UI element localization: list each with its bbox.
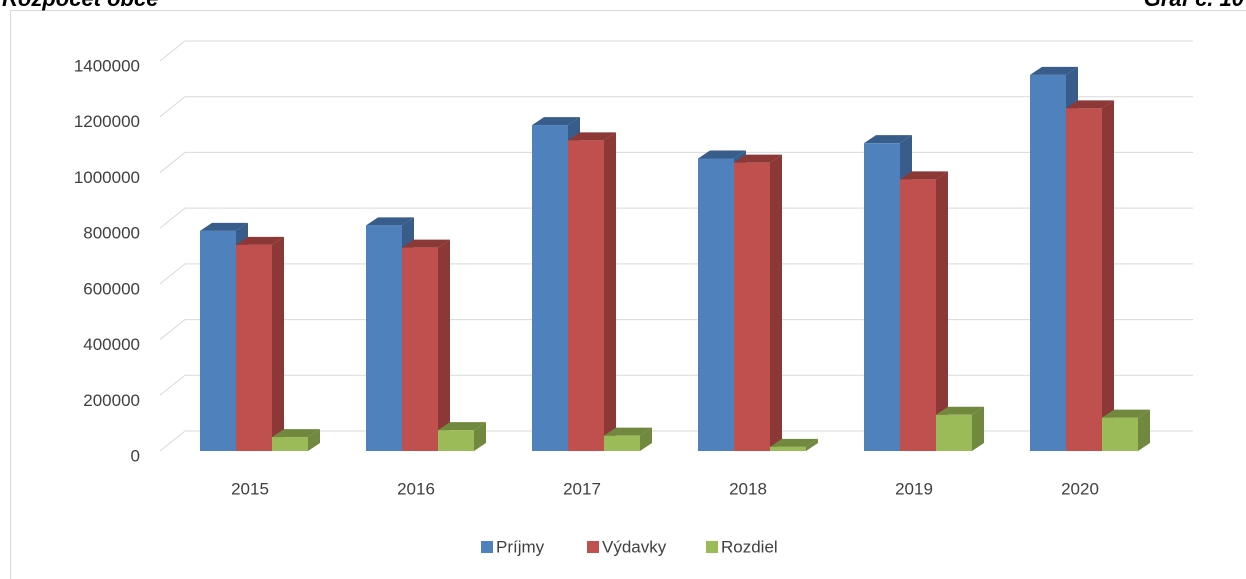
bar-side (1102, 100, 1114, 451)
bar (568, 132, 616, 451)
y-tick-label: 0 (131, 446, 140, 465)
bar-top (1030, 66, 1078, 75)
y-tick-label: 1400000 (74, 56, 140, 75)
legend-label: Rozdiel (721, 537, 778, 556)
bar-top (936, 406, 984, 415)
bar-side (806, 438, 818, 451)
bar-front (200, 230, 236, 451)
bar-top (864, 135, 912, 144)
bar-side (640, 427, 652, 451)
bar-top (366, 217, 414, 226)
bar-top (438, 422, 486, 431)
bar-top (604, 427, 652, 436)
x-tick-label: 2015 (231, 479, 269, 498)
bar-side (308, 429, 320, 451)
bar-front (438, 430, 474, 451)
bar-top (1066, 100, 1114, 109)
header-band (0, 0, 1246, 10)
bar-front (568, 140, 604, 451)
bar (734, 154, 782, 451)
y-tick-label: 1000000 (74, 168, 140, 187)
bar (1066, 100, 1114, 451)
bar-side (936, 171, 948, 451)
legend-swatch (481, 541, 493, 553)
bar-side (474, 422, 486, 451)
header-left: Rozpočet obce (2, 0, 158, 11)
bar-front (1030, 74, 1066, 451)
bar-front (236, 244, 272, 451)
legend-label: Príjmy (496, 537, 545, 556)
bar (770, 438, 818, 451)
bar-front (532, 125, 568, 452)
bar-side (438, 239, 450, 451)
bar-top (532, 117, 580, 126)
y-tick-label: 800000 (83, 224, 140, 243)
bar-front (900, 179, 936, 451)
bar-front (272, 437, 308, 451)
bar-front (1102, 417, 1138, 451)
grid-line (159, 40, 1193, 62)
bar (438, 422, 486, 451)
bar-side (604, 132, 616, 451)
bar (272, 429, 320, 451)
legend-swatch (706, 541, 718, 553)
bar-top (402, 239, 450, 248)
bar-front (604, 435, 640, 451)
bar-side (1138, 409, 1150, 451)
bar-top (568, 132, 616, 141)
bar-side (770, 154, 782, 451)
bar (402, 239, 450, 451)
bar-front (1066, 108, 1102, 451)
bar-top (698, 150, 746, 159)
bar-top (1102, 409, 1150, 418)
y-tick-label: 200000 (83, 391, 140, 410)
bar-side (272, 236, 284, 451)
legend-label: Výdavky (602, 537, 667, 556)
bar-side (972, 406, 984, 451)
bar-top (900, 171, 948, 180)
bar (936, 406, 984, 451)
bar-top (272, 429, 320, 438)
bar-front (936, 414, 972, 451)
y-tick-label: 600000 (83, 279, 140, 298)
bar (236, 236, 284, 451)
y-tick-label: 1200000 (74, 112, 140, 131)
bar (900, 171, 948, 451)
y-tick-label: 400000 (83, 335, 140, 354)
bar-top (200, 222, 248, 231)
grid-line (159, 96, 1193, 118)
x-tick-label: 2019 (895, 479, 933, 498)
bar-top (770, 438, 818, 447)
bar-front (698, 158, 734, 451)
bar-front (402, 247, 438, 451)
bar-front (366, 225, 402, 451)
grid-line (159, 151, 1193, 173)
grid-line (159, 319, 1193, 340)
bar-front (770, 446, 806, 451)
bar (604, 427, 652, 451)
x-tick-label: 2017 (563, 479, 601, 498)
grid-line (159, 207, 1193, 229)
bar-top (236, 236, 284, 245)
x-tick-label: 2020 (1061, 479, 1099, 498)
grid-line (159, 374, 1193, 396)
bar-front (734, 162, 770, 451)
grid-line (159, 430, 1193, 452)
bar-front (864, 143, 900, 451)
x-tick-label: 2016 (397, 479, 435, 498)
grid-line (159, 263, 1193, 285)
x-tick-label: 2018 (729, 479, 767, 498)
header-right: Graf č. 10 (1144, 0, 1245, 11)
legend-swatch (587, 541, 599, 553)
bar (1102, 409, 1150, 451)
bar-top (734, 154, 782, 163)
